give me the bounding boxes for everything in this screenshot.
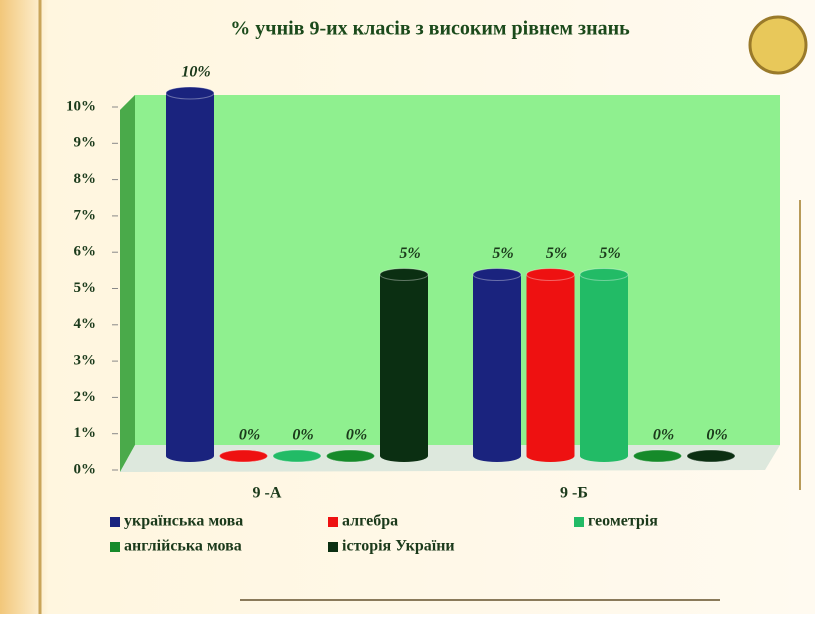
y-tick-label: 10% [66,98,96,114]
value-label: 5% [599,245,620,262]
legend-swatch [110,542,120,552]
back-wall [120,95,780,472]
legend-label: історія України [342,538,455,555]
legend-label: англійська мова [124,538,242,555]
legend-swatch [110,517,120,527]
value-label: 10% [181,64,210,81]
y-tick-label: 2% [74,389,97,405]
chart-title: % учнів 9-их класів з високим рівнем зна… [230,18,630,40]
value-label: 0% [346,427,367,444]
y-tick-label: 8% [74,171,97,187]
bar-top [472,268,522,281]
legend-swatch [328,517,338,527]
value-label: 0% [706,427,727,444]
bar-top [326,449,375,463]
legend-label: алгебра [342,513,398,530]
value-label: 5% [492,245,513,262]
bar-top [633,449,682,463]
value-label: 0% [653,427,674,444]
value-label: 5% [399,245,420,262]
bar-top [686,449,736,463]
y-tick-label: 5% [74,280,97,296]
bar [166,93,214,456]
emblem [748,15,808,75]
bar [526,274,575,456]
y-tick-label: 1% [74,425,97,441]
y-tick-label: 0% [74,461,97,477]
x-tick-label: 9 -А [253,485,282,502]
bar-top [379,268,429,281]
side-wall [120,95,135,472]
y-tick-label: 6% [74,244,97,260]
floor [120,445,780,472]
y-tick-label: 7% [74,207,97,223]
bar-top [526,268,575,281]
bar [580,274,628,456]
bar-top [219,449,268,463]
value-label: 0% [292,427,313,444]
bar-top [579,268,629,281]
legend-label: українська мова [124,513,243,530]
bar [380,274,428,456]
y-tick-label: 3% [74,353,97,369]
legend-swatch [574,517,584,527]
legend-swatch [328,542,338,552]
y-tick-label: 4% [74,316,97,332]
legend-label: геометрія [588,513,658,530]
bar-top [272,449,322,463]
value-label: 5% [546,245,567,262]
bar-top [165,86,215,100]
x-tick-label: 9 -Б [560,485,588,502]
value-label: 0% [239,427,260,444]
bar [473,274,521,456]
y-tick-label: 9% [74,135,97,151]
